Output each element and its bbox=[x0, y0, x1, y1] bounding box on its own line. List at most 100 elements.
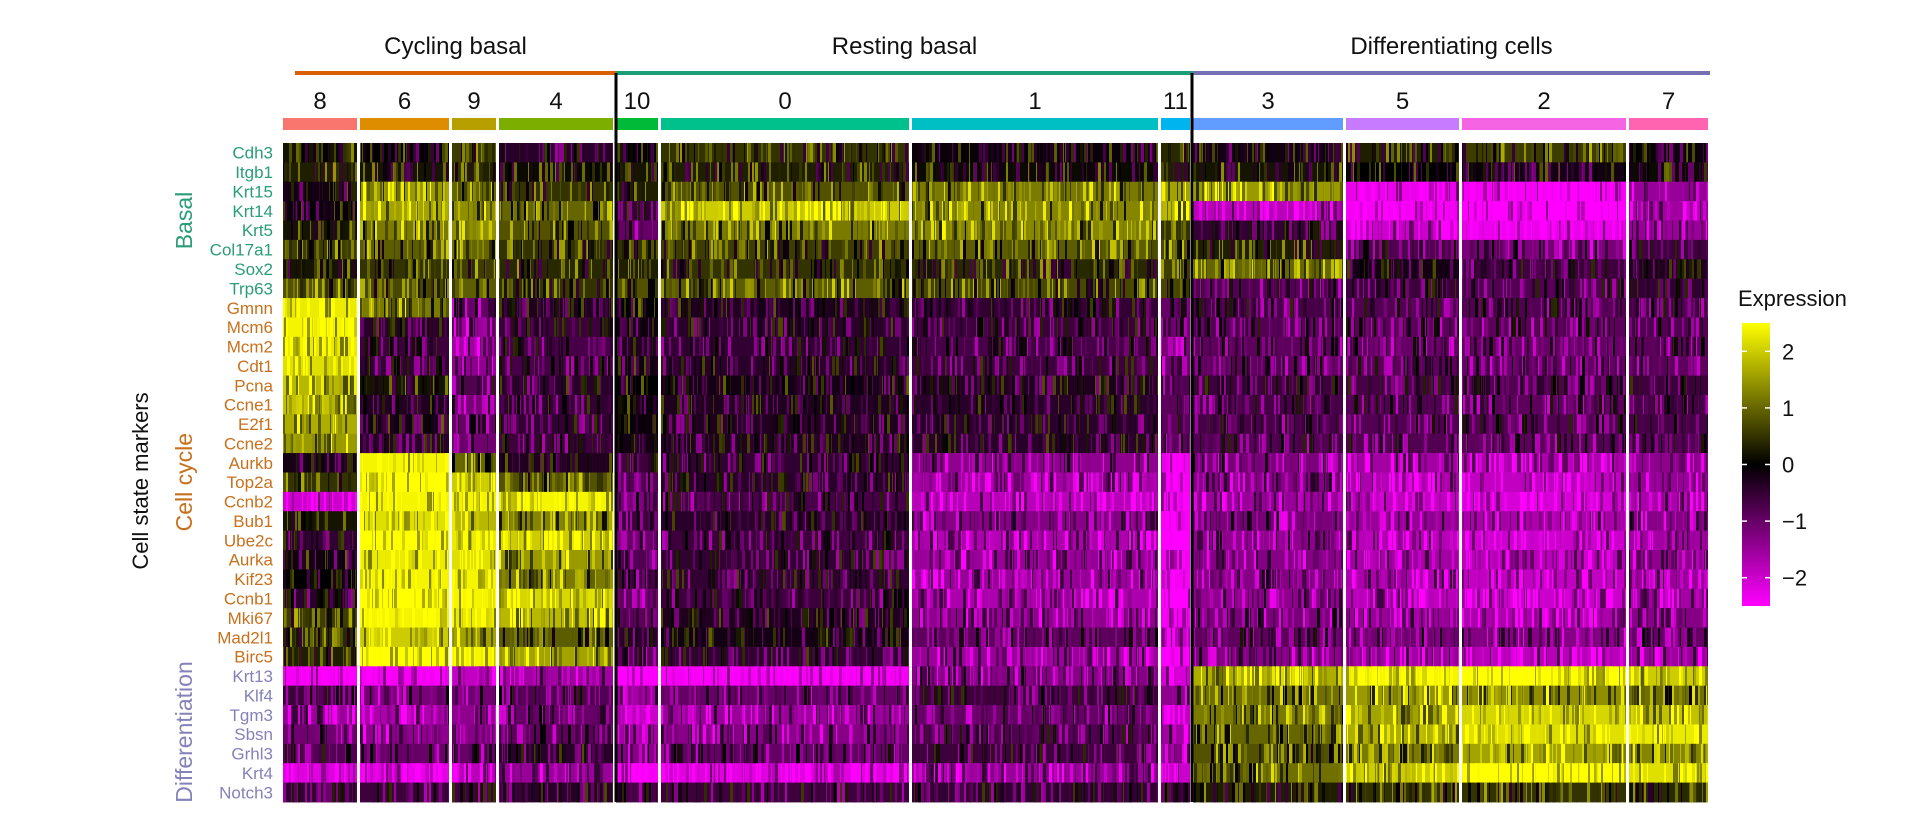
legend-tick-label: −2 bbox=[1782, 566, 1807, 591]
heat-cell-Krt15-11 bbox=[1161, 181, 1190, 202]
heat-cell-Krt13-11 bbox=[1161, 666, 1190, 687]
gene-label-Grhl3: Grhl3 bbox=[231, 745, 273, 764]
heat-cell-Itgb1-0 bbox=[661, 162, 909, 183]
heat-cell-Ccne2-10 bbox=[616, 433, 658, 454]
gene-label-Aurkb: Aurkb bbox=[229, 454, 273, 473]
heat-cell-Kif23-5 bbox=[1346, 569, 1459, 590]
heat-cell-Mki67-7 bbox=[1629, 608, 1708, 628]
heat-cell-Ube2c-9 bbox=[452, 530, 496, 551]
heat-cell-Krt5-5 bbox=[1346, 220, 1459, 241]
heat-cell-Gmnn-7 bbox=[1629, 298, 1708, 318]
heat-cell-Krt13-9 bbox=[452, 666, 496, 687]
heat-cell-Ccne2-9 bbox=[452, 433, 496, 454]
heat-cell-Cdt1-1 bbox=[912, 356, 1158, 376]
heat-cell-Pcna-8 bbox=[283, 375, 357, 396]
heat-cell-Grhl3-5 bbox=[1346, 743, 1459, 764]
heat-cell-Mcm6-11 bbox=[1161, 317, 1190, 338]
heat-cell-Mki67-1 bbox=[912, 608, 1158, 628]
gene-label-Ube2c: Ube2c bbox=[224, 531, 274, 550]
heat-cell-Gmnn-3 bbox=[1193, 298, 1343, 318]
heat-cell-Mki67-9 bbox=[452, 608, 496, 628]
heat-cell-Krt5-6 bbox=[360, 220, 449, 241]
gene-label-Ccnb2: Ccnb2 bbox=[224, 493, 273, 512]
heat-cell-Klf4-4 bbox=[499, 685, 613, 706]
gene-label-Bub1: Bub1 bbox=[233, 512, 273, 531]
heat-cell-Mad2l1-11 bbox=[1161, 627, 1190, 648]
heat-cell-Top2a-4 bbox=[499, 472, 613, 493]
gene-label-Mcm2: Mcm2 bbox=[227, 338, 273, 357]
heat-cell-Cdt1-4 bbox=[499, 356, 613, 376]
heat-cell-Aurka-6 bbox=[360, 550, 449, 570]
gene-label-Itgb1: Itgb1 bbox=[235, 163, 273, 182]
heat-cell-Sox2-10 bbox=[616, 259, 658, 280]
heat-cell-Mad2l1-8 bbox=[283, 627, 357, 648]
heat-cell-Mad2l1-3 bbox=[1193, 627, 1343, 648]
cluster-label-3: 3 bbox=[1261, 88, 1274, 115]
heat-cell-E2f1-5 bbox=[1346, 414, 1459, 435]
heat-cell-Sox2-0 bbox=[661, 259, 909, 280]
heat-cell-Top2a-9 bbox=[452, 472, 496, 493]
heat-cell-Tgm3-5 bbox=[1346, 705, 1459, 725]
heat-cell-Col17a1-9 bbox=[452, 239, 496, 260]
heat-cell-Mad2l1-5 bbox=[1346, 627, 1459, 648]
heat-cell-Krt5-3 bbox=[1193, 220, 1343, 241]
heat-cell-Itgb1-4 bbox=[499, 162, 613, 183]
heat-cell-Krt5-0 bbox=[661, 220, 909, 241]
heat-cell-Bub1-1 bbox=[912, 511, 1158, 532]
cluster-bar-0 bbox=[661, 118, 909, 130]
cluster-bar-1 bbox=[912, 118, 1158, 130]
heat-cell-Mad2l1-9 bbox=[452, 627, 496, 648]
heat-cell-Sox2-2 bbox=[1462, 259, 1626, 280]
cluster-bar-11 bbox=[1161, 118, 1190, 130]
heat-cell-Aurkb-2 bbox=[1462, 453, 1626, 473]
heat-cell-Trp63-0 bbox=[661, 278, 909, 299]
heat-cell-Pcna-0 bbox=[661, 375, 909, 396]
gene-label-Ccne2: Ccne2 bbox=[224, 434, 273, 453]
heat-cell-Tgm3-4 bbox=[499, 705, 613, 725]
heat-cell-Aurka-0 bbox=[661, 550, 909, 570]
heat-cell-Ube2c-5 bbox=[1346, 530, 1459, 551]
cluster-bar-2 bbox=[1462, 118, 1626, 130]
heat-cell-Ccne1-11 bbox=[1161, 394, 1190, 415]
heat-cell-Mki67-0 bbox=[661, 608, 909, 628]
heat-cell-Notch3-1 bbox=[912, 782, 1158, 803]
heat-cell-Mcm6-5 bbox=[1346, 317, 1459, 338]
heat-cell-Sbsn-5 bbox=[1346, 724, 1459, 745]
heat-cell-Mcm6-4 bbox=[499, 317, 613, 338]
heat-cell-Ccnb1-2 bbox=[1462, 588, 1626, 609]
heat-cell-Sbsn-4 bbox=[499, 724, 613, 745]
heat-cell-Klf4-8 bbox=[283, 685, 357, 706]
heat-cell-Krt15-3 bbox=[1193, 181, 1343, 202]
heat-cell-Sbsn-3 bbox=[1193, 724, 1343, 745]
gene-label-Cdt1: Cdt1 bbox=[237, 357, 273, 376]
heat-cell-Top2a-0 bbox=[661, 472, 909, 493]
heat-cell-Col17a1-6 bbox=[360, 239, 449, 260]
heat-cell-Grhl3-10 bbox=[616, 743, 658, 764]
heat-cell-Cdh3-4 bbox=[499, 143, 613, 163]
heat-cell-Krt14-5 bbox=[1346, 201, 1459, 221]
heat-cell-Mcm6-9 bbox=[452, 317, 496, 338]
heat-cell-Gmnn-11 bbox=[1161, 298, 1190, 318]
cell-state-label-cycling-basal: Cycling basal bbox=[384, 33, 527, 60]
heat-cell-Krt13-5 bbox=[1346, 666, 1459, 687]
heat-cell-Krt13-3 bbox=[1193, 666, 1343, 687]
heat-cell-Mad2l1-4 bbox=[499, 627, 613, 648]
heat-cell-Ube2c-10 bbox=[616, 530, 658, 551]
heat-cell-Grhl3-11 bbox=[1161, 743, 1190, 764]
heat-cell-Trp63-4 bbox=[499, 278, 613, 299]
heat-cell-Ccne1-5 bbox=[1346, 394, 1459, 415]
heat-cell-Notch3-4 bbox=[499, 782, 613, 803]
heat-cell-Birc5-6 bbox=[360, 646, 449, 667]
heat-cell-Notch3-5 bbox=[1346, 782, 1459, 803]
heat-cell-Sbsn-0 bbox=[661, 724, 909, 745]
heat-cell-Krt13-0 bbox=[661, 666, 909, 687]
heat-cell-E2f1-9 bbox=[452, 414, 496, 435]
heat-cell-Cdh3-7 bbox=[1629, 143, 1708, 163]
heat-cell-Ccne1-4 bbox=[499, 394, 613, 415]
gene-label-Krt5: Krt5 bbox=[242, 221, 273, 240]
heat-cell-Sbsn-10 bbox=[616, 724, 658, 745]
heat-cell-Sox2-3 bbox=[1193, 259, 1343, 280]
heat-cell-Cdh3-2 bbox=[1462, 143, 1626, 163]
heat-cell-Ccne1-7 bbox=[1629, 394, 1708, 415]
heat-cell-Ccne2-4 bbox=[499, 433, 613, 454]
